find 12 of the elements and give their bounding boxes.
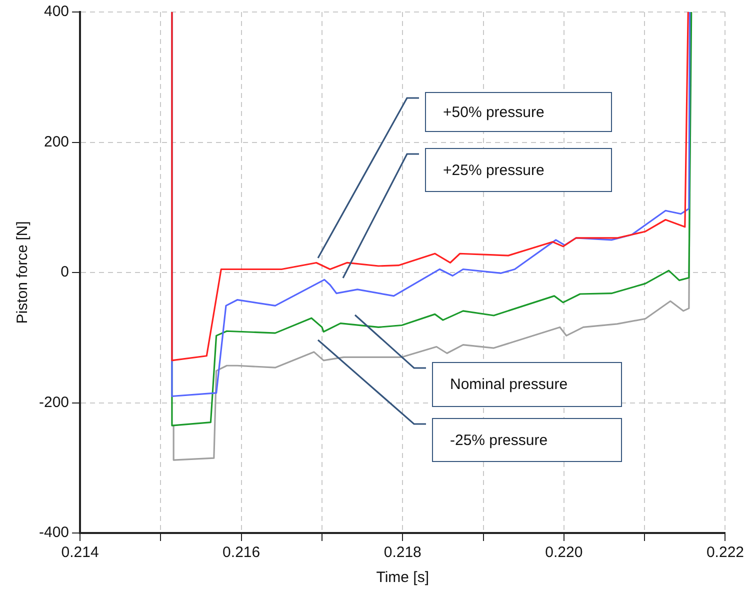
x-axis-title: Time [s] [376,569,430,586]
y-tick-label: 200 [44,133,70,150]
y-tick-label: -200 [38,394,70,411]
y-tick-label: 0 [60,264,70,281]
x-tick-label: 0.222 [706,544,744,562]
x-tick-label: 0.220 [545,544,583,562]
y-axis-title: Piston force [N] [14,221,32,324]
x-tick-label: 0.214 [61,544,99,562]
x-tick-label: 0.216 [222,544,260,562]
y-tick-label: -400 [38,524,70,542]
y-tick-label: 400 [44,3,70,20]
x-tick-label: 0.218 [384,544,422,562]
